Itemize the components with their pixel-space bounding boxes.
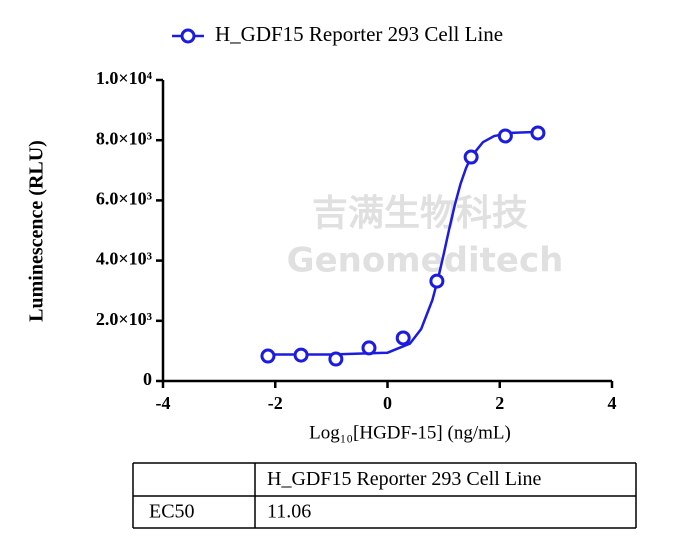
fit-curve — [268, 130, 538, 356]
y-tick-label: 8.0×10³ — [96, 128, 153, 148]
y-axis-label: Luminescence (RLU) — [26, 140, 48, 322]
x-tick-label: -4 — [156, 393, 171, 413]
data-point — [361, 340, 377, 356]
y-tick-label: 4.0×10³ — [96, 249, 153, 269]
table-cell: 11.06 — [267, 501, 311, 523]
watermark: 吉满生物科技 — [312, 193, 528, 234]
y-tick-label: 6.0×10³ — [96, 189, 153, 209]
data-point — [463, 149, 479, 165]
data-point — [260, 348, 276, 364]
x-tick-label: 4 — [608, 393, 617, 413]
table-header: H_GDF15 Reporter 293 Cell Line — [267, 468, 542, 490]
x-tick-label: -2 — [268, 393, 283, 413]
data-point — [530, 125, 546, 141]
watermark: Genomeditech — [287, 241, 564, 281]
legend-label: H_GDF15 Reporter 293 Cell Line — [215, 22, 503, 46]
x-tick-label: 2 — [495, 393, 504, 413]
x-tick-label: 0 — [383, 393, 392, 413]
data-point — [328, 351, 344, 367]
legend-marker — [180, 28, 196, 44]
data-point — [395, 330, 411, 346]
data-point — [497, 128, 513, 144]
data-point — [429, 273, 445, 289]
y-tick-label: 0 — [143, 369, 152, 389]
y-tick-label: 2.0×10³ — [96, 309, 153, 329]
data-point — [293, 347, 309, 363]
table-row-label: EC50 — [149, 501, 195, 523]
x-axis-label: Log₁₀[HGDF-15] (ng/mL) — [309, 422, 511, 443]
y-tick-label: 1.0×10⁴ — [96, 68, 153, 88]
